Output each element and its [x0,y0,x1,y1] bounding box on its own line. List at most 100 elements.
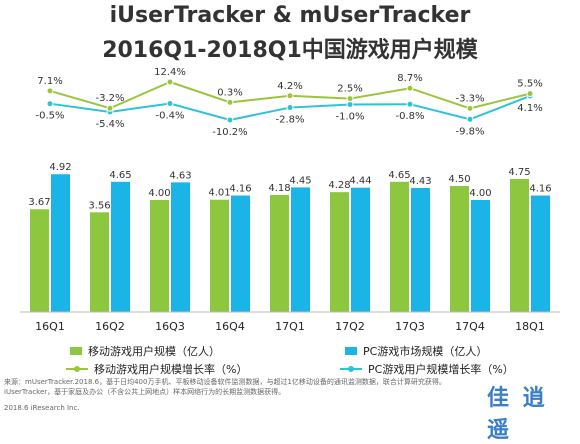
bar-pc-market [51,174,70,312]
bar-mobile-users [150,200,169,312]
watermark-text: 佳 逍 遥 [487,385,548,443]
data-label-mobile-users: 4.75 [508,167,530,178]
data-label-pc-growth: -1.0% [335,112,364,123]
legend-swatch-pc-growth [340,365,362,373]
point-pc-growth [406,100,414,108]
bar-pc-market [351,187,370,312]
data-label-mobile-users: 3.67 [28,197,50,208]
legend-label-mobile-growth: 移动游戏用户规模增长率（%） [94,363,248,376]
data-label-mobile-growth: 7.1% [37,76,62,87]
point-mobile-growth [46,87,54,95]
bar-pc-market [171,182,190,312]
point-pc-growth [166,100,174,108]
data-label-mobile-growth: -3.2% [95,93,124,104]
legend-label-pc-growth: PC游戏用户规模增长率（%） [368,363,514,376]
line-layer: -0.5% -5.4% -0.4% -10.2% -2.8% -1.0% -0.8% -9.8… [35,67,542,138]
x-tick-label: 16Q3 [155,320,185,333]
bar-mobile-users [390,181,409,312]
legend-item-pc-growth: PC游戏用户规模增长率（%） [340,361,514,377]
x-tick-label: 18Q1 [515,320,545,333]
bar-mobile-users [330,192,349,312]
data-label-mobile-growth: 2.5% [337,84,362,95]
point-mobile-growth [526,90,534,98]
legend-item-mobile-users: 移动游戏用户规模（亿人） [70,343,220,359]
data-label-pc-market: 4.65 [109,170,131,181]
legend-swatch-mobile-growth [66,365,88,373]
x-tick-label: 17Q4 [455,320,485,333]
legend-swatch-pc-market [345,347,357,355]
x-axis: 16Q1 16Q2 16Q3 16Q4 17Q1 17Q2 17Q3 17Q4 18Q1 [20,311,560,333]
chart-title-line2: 2016Q1-2018Q1中国游戏用户规模 [102,38,478,63]
bar-mobile-users [270,194,289,312]
legend-swatch-mobile-users [70,347,82,355]
bar-pc-market [531,195,550,312]
bar-pc-market [111,181,130,312]
point-pc-growth [46,100,54,108]
bar-layer: 3.674.923.564.654.004.634.014.16 4.184.45… [28,162,552,312]
data-label-pc-market: 4.16 [529,184,551,195]
data-label-mobile-users: 4.00 [148,188,170,199]
legend-item-mobile-growth: 移动游戏用户规模增长率（%） [66,361,247,377]
point-mobile-growth [466,104,474,112]
data-label-pc-market: 4.44 [349,176,371,187]
copyright-note: 2018.6 iResearch Inc. [4,404,80,412]
data-label-pc-growth: -10.2% [212,127,247,138]
source-note: 来源：mUserTracker.2018.6，基于日均400万手机、平板移动设备… [4,378,446,396]
chart-canvas: 3.674.923.564.654.004.634.014.16 4.184.45… [20,67,560,333]
data-label-mobile-growth: 0.3% [217,87,242,98]
bar-pc-market [291,187,310,312]
chart-title-line1: iUserTracker & mUserTracker [109,3,471,28]
data-label-pc-growth: -0.5% [35,111,64,122]
point-mobile-growth [406,84,414,92]
bar-pc-market [231,195,250,312]
bar-mobile-users [210,199,229,312]
data-label-pc-market: 4.43 [409,176,431,187]
bar-mobile-users [90,212,109,312]
data-label-pc-growth: 4.1% [517,103,542,114]
bar-mobile-users [450,186,469,312]
data-label-pc-market: 4.00 [469,188,491,199]
x-tick-label: 17Q2 [335,320,365,333]
data-label-mobile-users: 3.56 [88,200,110,211]
data-label-mobile-growth: -3.3% [455,93,484,104]
x-tick-label: 16Q2 [95,320,125,333]
bar-pc-market [471,200,490,312]
point-mobile-growth [346,95,354,103]
data-label-pc-growth: -2.8% [275,115,304,126]
x-tick-label: 17Q3 [395,320,425,333]
point-pc-growth [286,104,294,112]
point-pc-growth [346,101,354,109]
point-mobile-growth [106,104,114,112]
x-tick-label: 16Q1 [35,320,65,333]
data-label-pc-market: 4.92 [49,162,71,173]
data-label-mobile-users: 4.18 [268,183,290,194]
data-label-pc-market: 4.63 [169,170,191,181]
legend-item-pc-market: PC游戏市场规模（亿人） [345,343,487,359]
legend-label-pc-market: PC游戏市场规模（亿人） [363,345,488,358]
data-label-mobile-users: 4.28 [328,180,350,191]
data-label-pc-growth: -0.4% [155,111,184,122]
data-label-mobile-users: 4.50 [448,174,470,185]
data-label-pc-growth: -5.4% [95,119,124,130]
point-mobile-growth [286,92,294,100]
data-label-pc-growth: -9.8% [455,126,484,137]
point-pc-growth [466,115,474,123]
point-mobile-growth [166,78,174,86]
bar-mobile-users [30,209,49,312]
bar-pc-market [411,187,430,312]
data-label-mobile-growth: 5.5% [517,79,542,90]
data-label-mobile-growth: 4.2% [277,81,302,92]
x-tick-label: 16Q4 [215,320,245,333]
legend-label-mobile-users: 移动游戏用户规模（亿人） [88,345,220,358]
bar-mobile-users [510,179,529,312]
point-mobile-growth [226,98,234,106]
x-tick-label: 17Q1 [275,320,305,333]
data-label-mobile-users: 4.65 [388,170,410,181]
point-pc-growth [226,116,234,124]
data-label-mobile-users: 4.01 [208,188,230,199]
data-label-mobile-growth: 12.4% [154,67,186,78]
data-label-pc-growth: -0.8% [395,111,424,122]
data-label-pc-market: 4.45 [289,175,311,186]
data-label-mobile-growth: 8.7% [397,73,422,84]
data-label-pc-market: 4.16 [229,184,251,195]
